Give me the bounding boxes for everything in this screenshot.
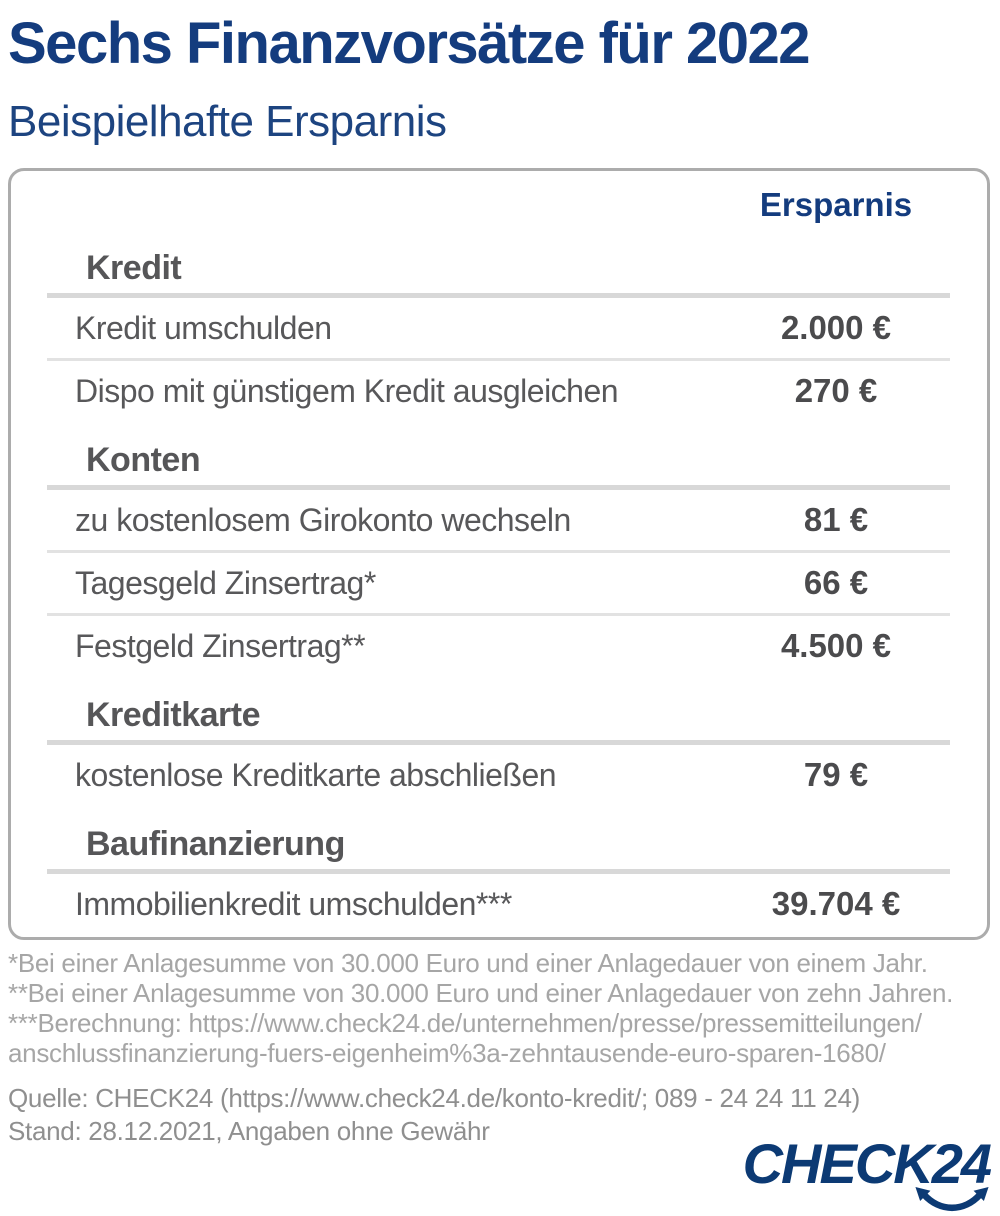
savings-table-card: Ersparnis Kredit Kredit umschulden 2.000 €… — [8, 168, 990, 940]
column-header-ersparnis: Ersparnis — [759, 186, 913, 223]
table-header-row: Ersparnis — [11, 181, 987, 229]
row-label: Tagesgeld Zinsertrag* — [75, 564, 376, 601]
row-value: 270 € — [794, 372, 878, 409]
check24-logo-text: CHECK24 — [742, 1132, 992, 1195]
row-value: 2.000 € — [780, 309, 892, 346]
page-subtitle: Beispielhafte Ersparnis — [8, 97, 447, 146]
row-label: kostenlose Kreditkarte abschließen — [75, 756, 557, 793]
row-label: Festgeld Zinsertrag** — [75, 627, 366, 664]
check24-logo: CHECK24 — [742, 1132, 992, 1216]
smile-arrow-icon — [915, 1186, 989, 1211]
page-title: Sechs Finanzvorsätze für 2022 — [8, 11, 811, 76]
source-line: Quelle: CHECK24 (https://www.check24.de/… — [8, 1083, 860, 1113]
row-label: Dispo mit günstigem Kredit ausgleichen — [75, 372, 619, 409]
footnote-line: **Bei einer Anlagesumme von 30.000 Euro … — [8, 978, 954, 1008]
row-label: Immobilienkredit umschulden*** — [75, 885, 512, 922]
category-header: Kreditkarte — [86, 695, 261, 734]
row-value: 81 € — [803, 501, 869, 538]
row-label: zu kostenlosem Girokonto wechseln — [75, 501, 571, 538]
table-row: Festgeld Zinsertrag** 4.500 € — [47, 613, 950, 676]
row-label: Kredit umschulden — [75, 309, 332, 346]
row-value: 66 € — [803, 564, 869, 601]
source-block: Quelle: CHECK24 (https://www.check24.de/… — [8, 1082, 860, 1148]
table-row: Immobilienkredit umschulden*** 39.704 € — [47, 869, 950, 934]
footnotes: *Bei einer Anlagesumme von 30.000 Euro u… — [8, 948, 953, 1068]
footnote-line: *Bei einer Anlagesumme von 30.000 Euro u… — [8, 948, 928, 978]
table-row: Kredit umschulden 2.000 € — [47, 293, 950, 358]
row-value: 79 € — [803, 756, 869, 793]
footnote-line: ***Berechnung: https://www.check24.de/un… — [8, 1008, 922, 1038]
table-row: zu kostenlosem Girokonto wechseln 81 € — [47, 485, 950, 550]
table-body: Kredit Kredit umschulden 2.000 € Dispo mit … — [11, 243, 987, 934]
footnote-line: anschlussfinanzierung-fuers-eigenheim%3a… — [8, 1038, 886, 1068]
category-header: Kredit — [86, 248, 182, 287]
category-header: Konten — [86, 440, 201, 479]
category-header: Baufinanzierung — [86, 824, 345, 863]
stand-line: Stand: 28.12.2021, Angaben ohne Gewähr — [8, 1116, 490, 1146]
row-value: 39.704 € — [771, 885, 901, 922]
row-value: 4.500 € — [780, 627, 892, 664]
table-row: Dispo mit günstigem Kredit ausgleichen 27… — [47, 358, 950, 421]
table-row: kostenlose Kreditkarte abschließen 79 € — [47, 740, 950, 805]
table-row: Tagesgeld Zinsertrag* 66 € — [47, 550, 950, 613]
